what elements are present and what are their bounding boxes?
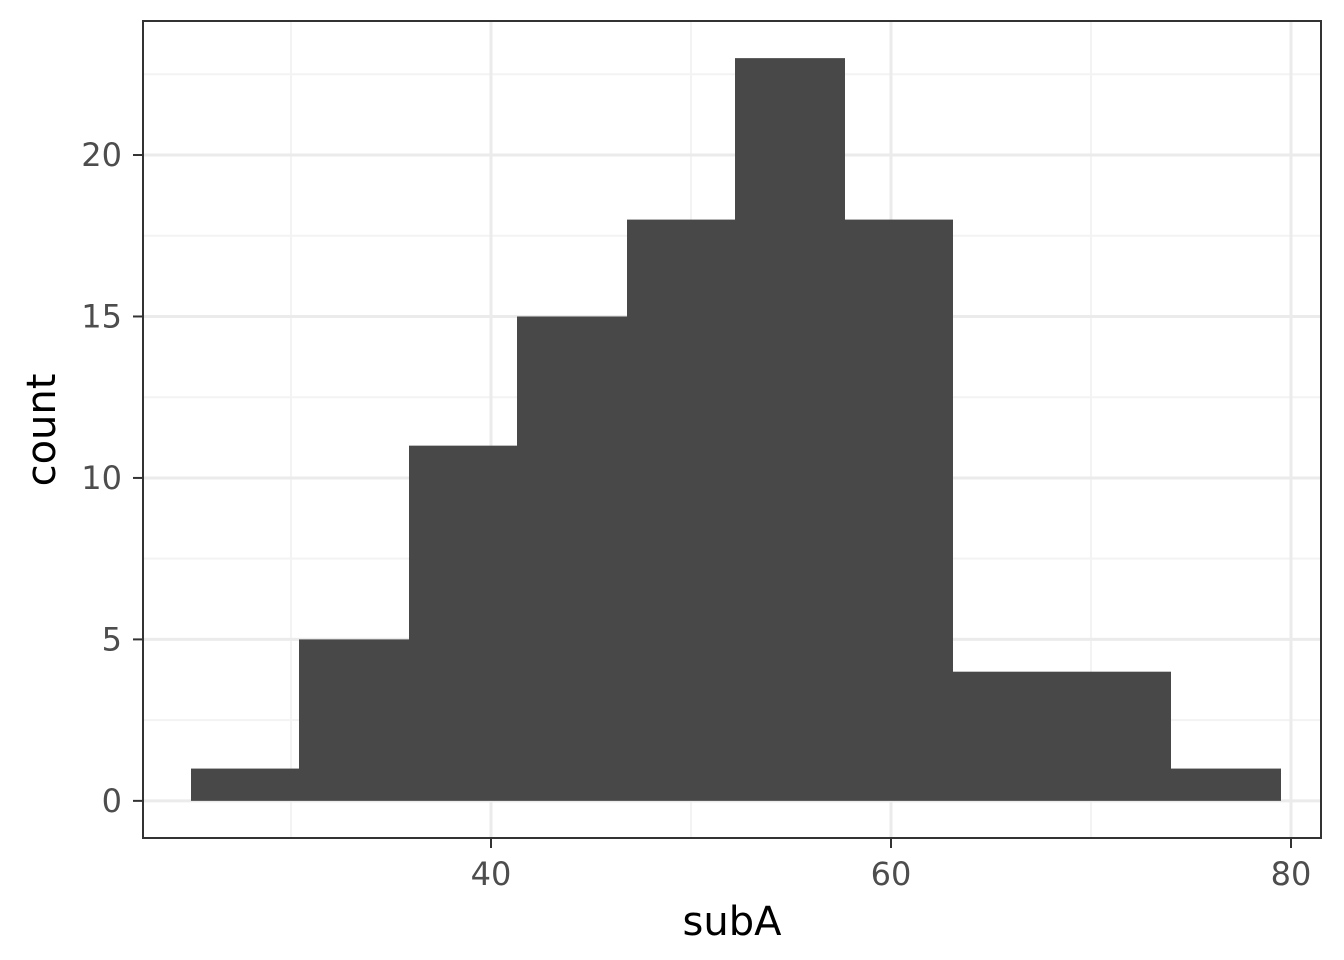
histogram-bar bbox=[735, 58, 845, 801]
histogram-bar bbox=[845, 219, 953, 801]
x-axis-title: subA bbox=[683, 899, 783, 945]
y-tick-label: 20 bbox=[81, 136, 122, 174]
histogram-bar bbox=[517, 316, 627, 801]
y-axis-title: count bbox=[19, 374, 65, 487]
histogram-bar bbox=[627, 219, 735, 801]
histogram-bars bbox=[191, 58, 1281, 801]
y-tick-labels: 0 5 10 15 20 bbox=[81, 136, 122, 820]
axis-ticks bbox=[133, 154, 1292, 848]
y-tick-label: 0 bbox=[102, 782, 122, 820]
histogram-bar bbox=[191, 768, 299, 801]
y-tick-label: 10 bbox=[81, 459, 122, 497]
y-tick-label: 15 bbox=[81, 297, 122, 335]
histogram-bar bbox=[953, 671, 1063, 801]
x-tick-labels: 40 60 80 bbox=[471, 855, 1312, 893]
histogram-bar bbox=[1171, 768, 1281, 801]
x-tick-label: 40 bbox=[471, 855, 512, 893]
x-tick-label: 80 bbox=[1271, 855, 1312, 893]
histogram-bar bbox=[1063, 671, 1171, 801]
x-tick-label: 60 bbox=[871, 855, 912, 893]
panel-border bbox=[142, 20, 1322, 839]
histogram-bar bbox=[409, 445, 517, 801]
histogram-bar bbox=[299, 639, 409, 801]
y-tick-label: 5 bbox=[102, 620, 122, 658]
